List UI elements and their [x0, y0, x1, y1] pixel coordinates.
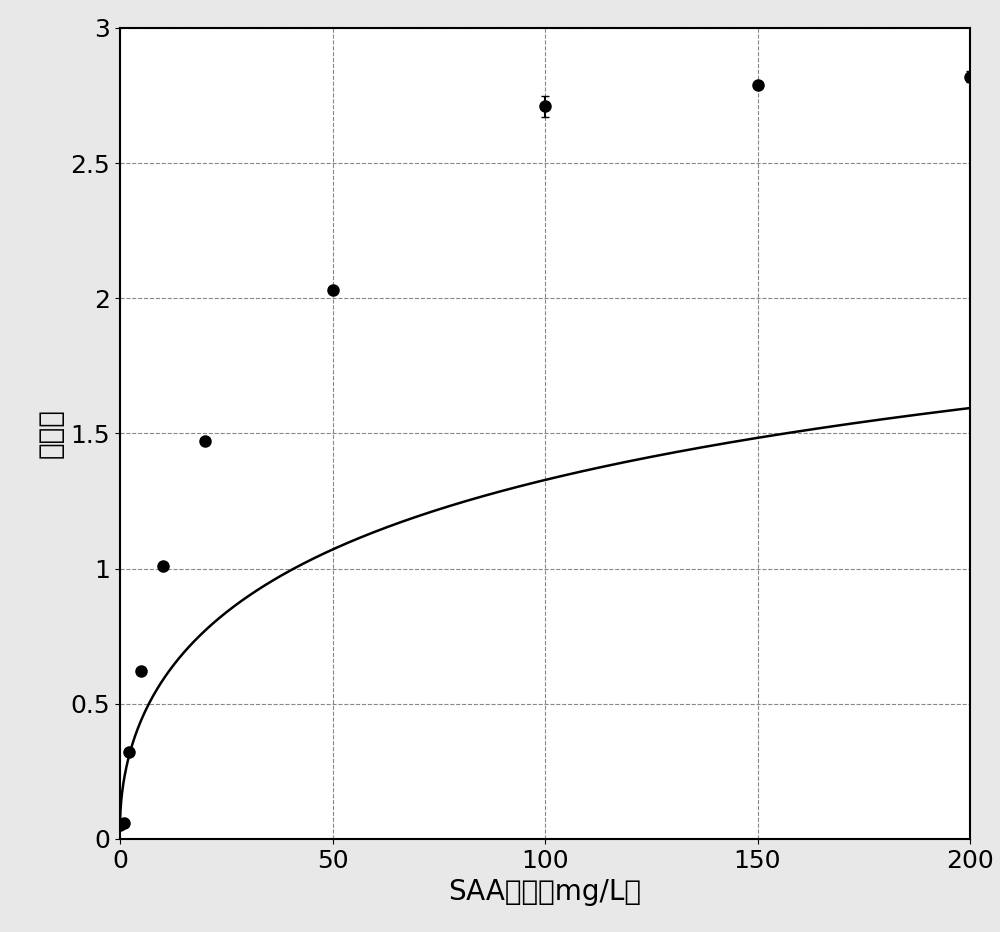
X-axis label: SAA浓度（mg/L）: SAA浓度（mg/L） [448, 878, 642, 906]
Y-axis label: 信号値: 信号値 [37, 408, 65, 459]
